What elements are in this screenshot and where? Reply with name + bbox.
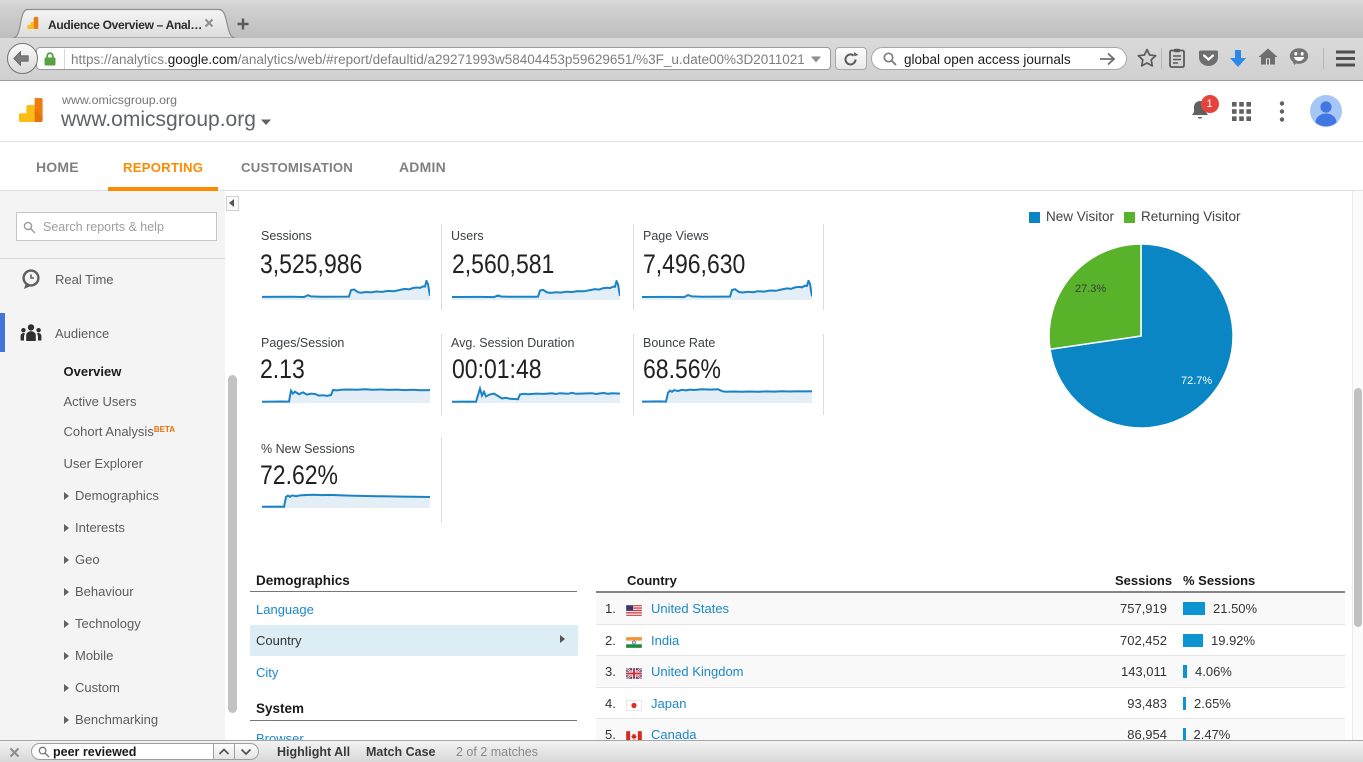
svg-text:27.3%: 27.3% (1075, 283, 1106, 295)
svg-text:72.7%: 72.7% (1181, 375, 1212, 387)
